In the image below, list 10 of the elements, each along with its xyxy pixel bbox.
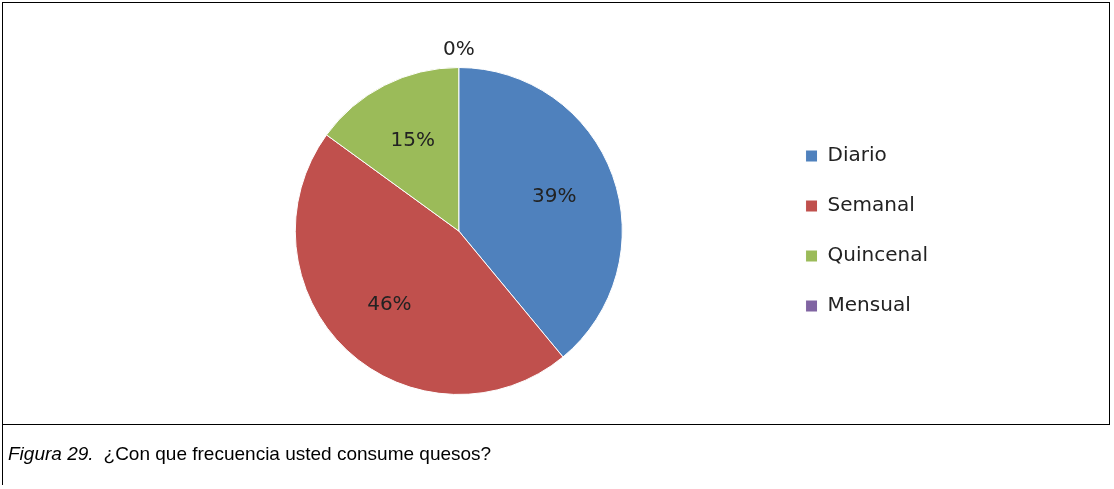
data-label: 15% [390,126,435,151]
data-label: 39% [531,182,577,207]
text: 0% [442,35,475,60]
legend-label: Semanal [827,192,915,217]
legend-label: Mensual [827,292,911,317]
legend-label: Quincenal [827,242,929,267]
legend-label: Diario [827,142,887,167]
data-label: 46% [367,291,412,316]
text: ¿Con que frecuencia usted consume quesos? [103,443,492,464]
text: Figura 29. [8,443,94,464]
